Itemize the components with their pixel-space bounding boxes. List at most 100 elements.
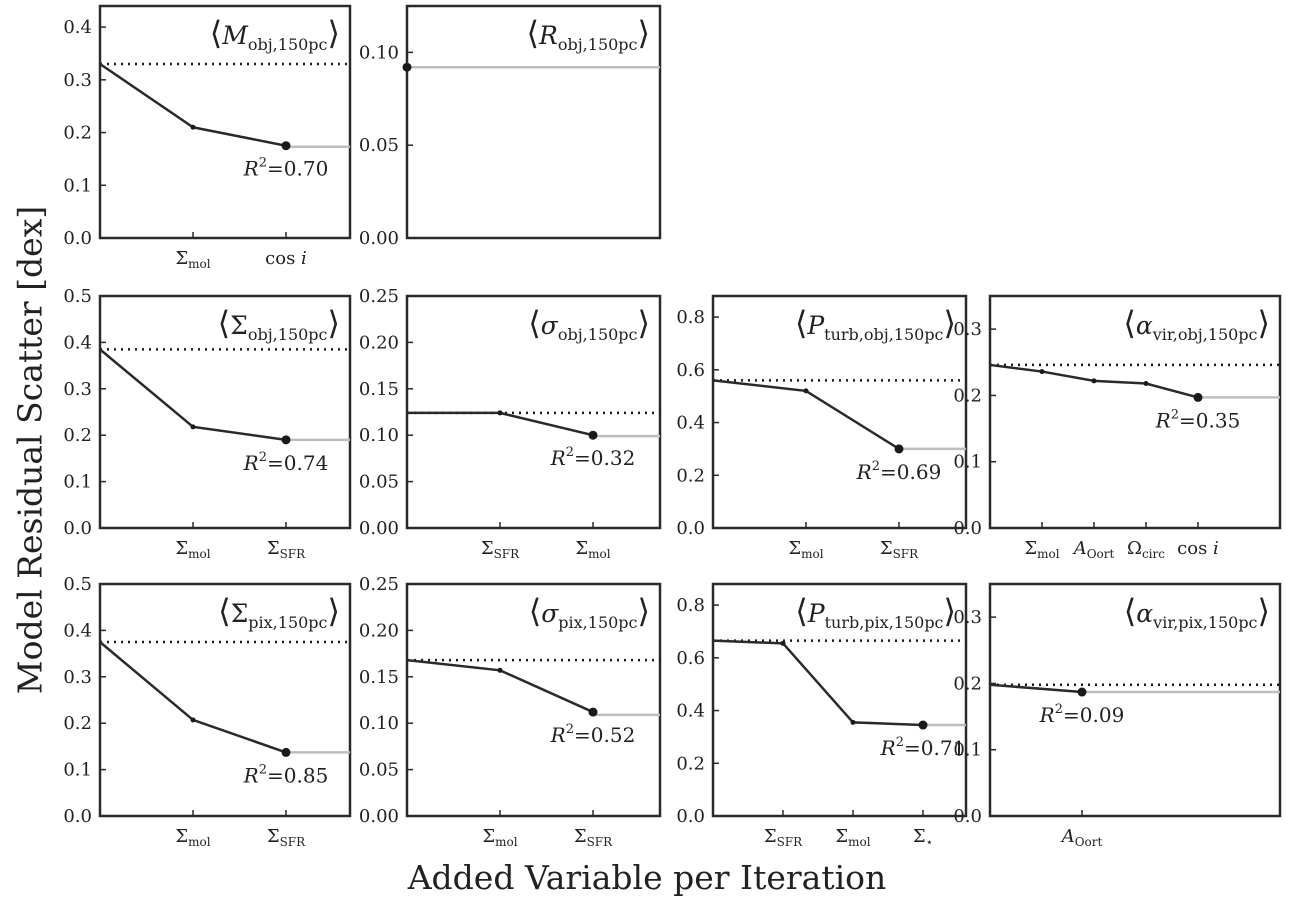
data-point (497, 410, 503, 416)
r2-annotation: R2=0.52 (550, 722, 636, 747)
panel-2: 0.00 0.05 0.10 ⟨Robj,150pc⟩ (359, 4, 662, 249)
y-tick-label: 0.15 (359, 379, 399, 400)
y-tick-label: 0.00 (359, 228, 399, 249)
axes-frame (988, 582, 1282, 818)
y-tick-label: 0.3 (63, 667, 92, 688)
data-point (190, 124, 196, 130)
y-tick-label: 0.05 (359, 135, 399, 156)
x-tick-label: Σmol (1024, 538, 1059, 561)
r2-annotation: R2=0.32 (550, 445, 636, 470)
y-tick-label: 0.4 (676, 413, 705, 434)
y-tick-label: 0.20 (359, 620, 399, 641)
final-point (402, 62, 412, 72)
x-tick-label: Ωcirc (1127, 538, 1165, 561)
x-tick-label: cos i (265, 248, 307, 269)
y-tick-label: 0.0 (63, 518, 92, 539)
y-tick-label: 0.5 (63, 286, 92, 307)
y-tick-label: 0.1 (63, 760, 92, 781)
data-point (780, 640, 786, 646)
x-tick-label: Σmol (835, 826, 870, 849)
x-tick-label: AOort (1060, 826, 1103, 849)
series-line (407, 411, 594, 437)
panel-title: ⟨Pturb,obj,150pc⟩ (795, 304, 956, 344)
y-tick-label: 0.2 (676, 465, 705, 486)
r2-annotation: R2=0.69 (856, 459, 942, 484)
x-tick-label: Σmol (175, 538, 210, 561)
y-tick-label: 0.4 (63, 332, 92, 353)
panel-10: 0.0 0.1 0.2 0.3 AOort R2=0.09 ⟨αvir,pix,150pc⟩ (953, 582, 1282, 849)
final-point (281, 435, 291, 445)
y-tick-label: 0.0 (63, 806, 92, 827)
data-point (1143, 380, 1149, 386)
final-point (588, 707, 598, 717)
axes-frame (711, 294, 968, 530)
y-tick-label: 0.4 (63, 17, 92, 38)
final-point (281, 141, 291, 151)
y-tick-label: 0.05 (359, 760, 399, 781)
panel-title: ⟨Σpix,150pc⟩ (218, 592, 340, 632)
x-tick-label: Σmol (175, 248, 210, 271)
panel-7: 0.0 0.1 0.2 0.3 0.4 0.5 Σmol ΣSFR R2=0.85 ⟨Σpix,1… (63, 574, 352, 849)
y-tick-label: 0.0 (953, 518, 982, 539)
final-point (1077, 687, 1087, 697)
y-tick-label: 0.2 (63, 425, 92, 446)
panel-9: 0.0 0.2 0.4 0.6 0.8 ΣSFR Σmol Σ⋆ R2=0.71 ⟨Pturb,p… (676, 582, 968, 849)
x-tick-label: ΣSFR (481, 538, 520, 561)
final-point (918, 720, 928, 730)
y-tick-label: 0.1 (63, 472, 92, 493)
x-tick-label: ΣSFR (764, 826, 803, 849)
panel-1: 0.0 0.1 0.2 0.3 0.4 Σmol cos i R2=0.70 ⟨Mobj,150… (63, 4, 352, 271)
series-line (99, 641, 287, 754)
y-tick-label: 0.10 (359, 42, 399, 63)
axes-frame (98, 4, 352, 240)
y-tick-label: 0.2 (676, 753, 705, 774)
panel-title: ⟨αvir,obj,150pc⟩ (1123, 304, 1270, 344)
panel-6: 0.0 0.1 0.2 0.3 Σmol AOort Ωcirc cos i R2=0.35 ⟨α… (953, 294, 1282, 561)
panel-title: ⟨σobj,150pc⟩ (528, 304, 650, 344)
axes-frame (405, 4, 662, 240)
y-tick-label: 0.25 (359, 574, 399, 595)
y-tick-label: 0.2 (953, 385, 982, 406)
y-tick-label: 0.8 (676, 307, 705, 328)
y-tick-label: 0.0 (676, 518, 705, 539)
y-tick-label: 0.4 (676, 701, 705, 722)
y-tick-label: 0.5 (63, 574, 92, 595)
panel-title: ⟨αvir,pix,150pc⟩ (1124, 592, 1270, 632)
r2-annotation: R2=0.70 (243, 156, 329, 181)
data-point (190, 424, 196, 430)
y-tick-label: 0.6 (676, 360, 705, 381)
y-tick-label: 0.10 (359, 713, 399, 734)
x-tick-label: ΣSFR (880, 538, 919, 561)
panel-3: 0.0 0.1 0.2 0.3 0.4 0.5 Σmol ΣSFR R2=0.74 ⟨Σobj,1… (63, 286, 352, 561)
series-line (989, 683, 1083, 694)
data-point (850, 719, 856, 725)
y-axis-label: Model Residual Scatter [dex] (10, 205, 50, 695)
x-tick-label: Σ⋆ (913, 826, 933, 849)
data-point (1039, 369, 1045, 375)
panel-4: 0.00 0.05 0.10 0.15 0.20 0.25 ΣSFR Σmol R2=0.32 ⟨… (359, 286, 662, 561)
final-point (1193, 392, 1203, 402)
x-tick-label: Σmol (482, 826, 517, 849)
y-tick-label: 0.2 (953, 673, 982, 694)
x-tick-label: Σmol (575, 538, 610, 561)
y-tick-label: 0.25 (359, 286, 399, 307)
y-tick-label: 0.6 (676, 648, 705, 669)
y-tick-label: 0.3 (63, 379, 92, 400)
y-tick-label: 0.1 (63, 175, 92, 196)
y-tick-label: 0.2 (63, 713, 92, 734)
y-tick-label: 0.4 (63, 620, 92, 641)
y-tick-label: 0.1 (953, 452, 982, 473)
y-tick-label: 0.3 (953, 607, 982, 628)
axes-frame (711, 582, 968, 818)
x-tick-label: Σmol (175, 826, 210, 849)
series-line (99, 62, 287, 147)
y-tick-label: 0.10 (359, 425, 399, 446)
axes-frame (988, 294, 1282, 530)
panel-8: 0.00 0.05 0.10 0.15 0.20 0.25 Σmol ΣSFR R2=0.52 ⟨… (359, 574, 662, 849)
r2-annotation: R2=0.71 (880, 735, 966, 760)
y-tick-label: 0.00 (359, 806, 399, 827)
x-tick-label: ΣSFR (267, 538, 306, 561)
r2-annotation: R2=0.35 (1155, 407, 1241, 432)
y-tick-label: 0.0 (676, 806, 705, 827)
y-tick-label: 0.0 (63, 228, 92, 249)
